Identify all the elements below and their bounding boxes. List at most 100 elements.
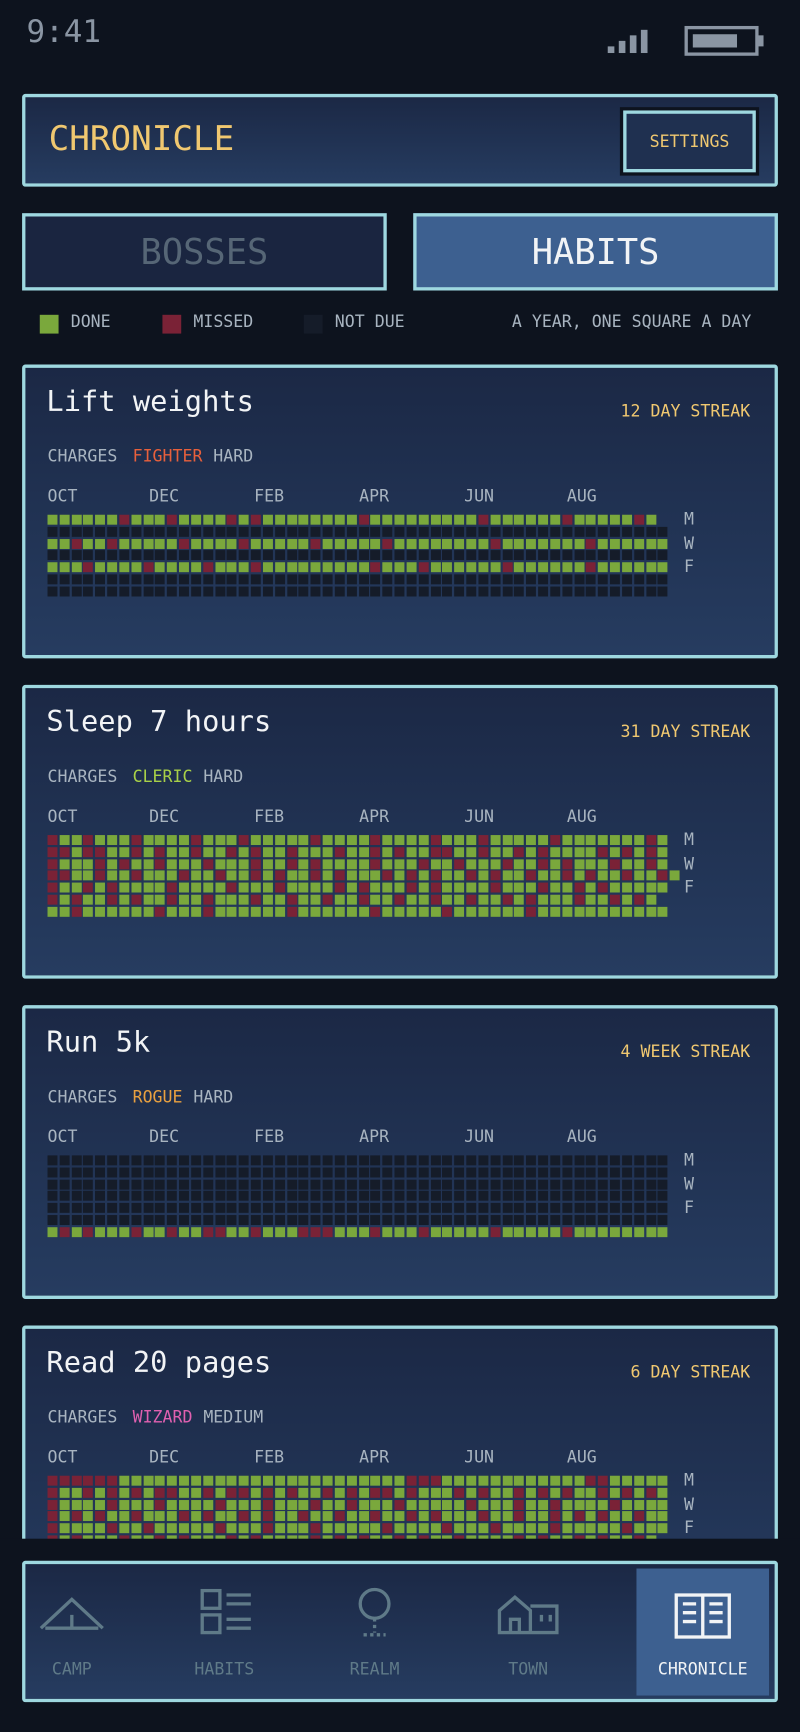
tab[interactable]: HABITS (413, 213, 778, 291)
day-cell (274, 550, 285, 561)
day-cell (538, 1215, 549, 1226)
day-cell (47, 1215, 58, 1226)
day-cell (47, 835, 58, 846)
day-cell (514, 514, 525, 525)
day-cell (514, 1523, 525, 1534)
day-cell (83, 538, 94, 549)
day-cell (442, 562, 453, 573)
day-cell (478, 1155, 489, 1166)
month-label: AUG (566, 486, 597, 506)
day-cell (370, 538, 381, 549)
day-cell (645, 1499, 656, 1510)
day-cell (167, 562, 178, 573)
day-cell (454, 1511, 465, 1522)
day-cell (203, 574, 214, 585)
day-cell (179, 586, 190, 597)
day-cell (47, 858, 58, 869)
nav-item[interactable]: CHRONICLE (636, 1568, 770, 1696)
habit-class: WIZARD (132, 1407, 193, 1428)
day-cell (95, 1179, 106, 1190)
day-cell (502, 1179, 513, 1190)
day-cell (633, 1511, 644, 1522)
day-cell (514, 870, 525, 881)
tab[interactable]: BOSSES (22, 213, 387, 291)
day-cell (155, 526, 166, 537)
day-cell (370, 1523, 381, 1534)
day-cell (466, 882, 477, 893)
nav-item[interactable]: HABITS (158, 1564, 291, 1699)
day-cell (562, 1499, 573, 1510)
day-cell (286, 858, 297, 869)
day-cell (454, 538, 465, 549)
day-cell (454, 894, 465, 905)
month-label: APR (359, 486, 390, 506)
day-cell (394, 1155, 405, 1166)
day-cell (250, 1511, 261, 1522)
day-cell (143, 835, 154, 846)
day-cell (526, 1511, 537, 1522)
day-cell (478, 894, 489, 905)
day-cell (203, 514, 214, 525)
day-cell (621, 1191, 632, 1202)
day-cell (167, 835, 178, 846)
day-cell (167, 1179, 178, 1190)
month-label: OCT (47, 486, 78, 506)
day-cell (310, 562, 321, 573)
day-cell (238, 562, 249, 573)
day-cell (418, 538, 429, 549)
day-cell (418, 550, 429, 561)
day-cell (238, 1179, 249, 1190)
day-cell (478, 1523, 489, 1534)
day-cell (143, 1167, 154, 1178)
day-cell (167, 1155, 178, 1166)
day-cell (203, 1215, 214, 1226)
day-cell (538, 835, 549, 846)
day-cell (131, 574, 142, 585)
day-cell (227, 858, 237, 869)
day-cell (442, 882, 453, 893)
day-cell (71, 574, 82, 585)
day-cell (550, 1167, 561, 1178)
day-cell (562, 586, 573, 597)
day-cell (334, 847, 345, 857)
day-cell (574, 562, 584, 573)
day-cell (406, 1215, 417, 1226)
nav-item[interactable]: TOWN (462, 1564, 595, 1699)
day-cell (155, 1523, 166, 1534)
day-cell (238, 538, 249, 549)
day-cell (550, 1487, 561, 1498)
nav-item[interactable]: REALM (308, 1564, 441, 1699)
day-cell (322, 1487, 333, 1498)
day-cell (119, 550, 130, 561)
day-cell (669, 870, 680, 881)
day-cell (143, 514, 154, 525)
day-cell (310, 1523, 321, 1534)
day-cell (538, 1227, 549, 1238)
nav-item[interactable]: CAMP (6, 1564, 139, 1699)
day-cell (346, 538, 357, 549)
day-cell (227, 882, 237, 893)
settings-button[interactable]: SETTINGS (623, 110, 756, 173)
day-cell (645, 562, 656, 573)
day-cell (514, 1475, 525, 1486)
day-cell (119, 1511, 130, 1522)
day-cell (597, 1523, 608, 1534)
day-cell (131, 1191, 142, 1202)
day-cell (346, 1203, 357, 1214)
habit-streak: 12 DAY STREAK (620, 400, 751, 421)
day-cell (286, 526, 297, 537)
day-cell (238, 550, 249, 561)
day-cell (143, 858, 154, 869)
day-cell (526, 1227, 537, 1238)
day-cell (334, 1167, 345, 1178)
day-cell (478, 858, 489, 869)
day-cell (394, 538, 405, 549)
day-cell (538, 1475, 549, 1486)
day-cell (47, 1167, 58, 1178)
day-cell (382, 514, 393, 525)
day-cell (71, 894, 82, 905)
day-cell (107, 1215, 118, 1226)
status-icons (607, 25, 764, 56)
day-cell (478, 1203, 489, 1214)
day-cell (394, 514, 405, 525)
